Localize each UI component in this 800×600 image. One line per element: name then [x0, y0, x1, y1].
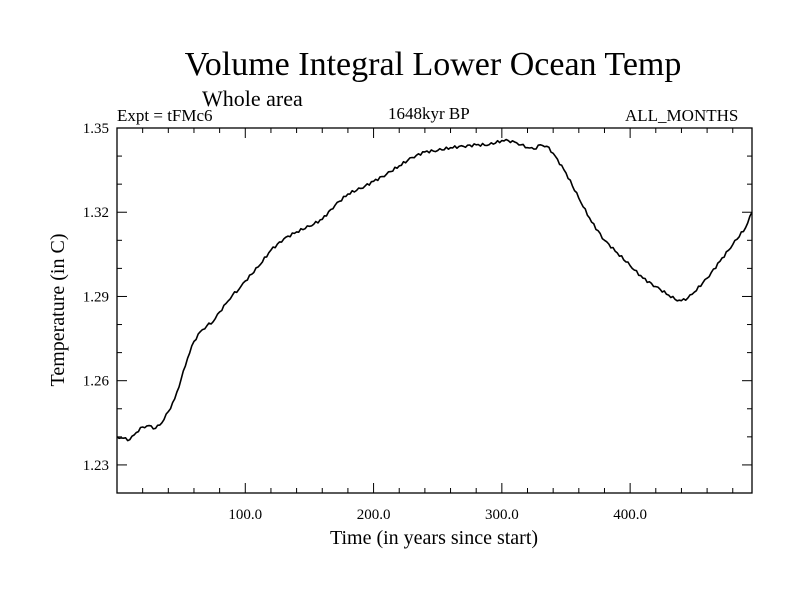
experiment-label: Expt = tFMc6 — [117, 106, 213, 125]
x-tick-label: 100.0 — [228, 507, 262, 523]
chart-subtitle: Whole area — [202, 86, 303, 111]
chart-title: Volume Integral Lower Ocean Temp — [184, 46, 682, 83]
y-axis-title: Temperature (in C) — [47, 234, 69, 387]
y-tick-label: 1.35 — [83, 121, 109, 137]
y-tick-label: 1.32 — [83, 205, 109, 221]
period-label: 1648kyr BP — [388, 104, 470, 123]
y-tick-label: 1.26 — [83, 374, 110, 390]
x-tick-label: 300.0 — [485, 507, 519, 523]
x-axis-title: Time (in years since start) — [330, 527, 538, 549]
x-tick-label: 400.0 — [613, 507, 647, 523]
axis-tick-labels: 1.23 1.26 1.29 1.32 1.35 100.0 200.0 300.0 400.0 — [83, 121, 647, 523]
y-tick-label: 1.29 — [83, 289, 109, 305]
plot-frame — [116, 127, 753, 494]
x-tick-label: 200.0 — [357, 507, 391, 523]
y-tick-label: 1.23 — [83, 458, 109, 474]
months-label: ALL_MONTHS — [625, 106, 739, 125]
series-line-temperature — [116, 138, 753, 442]
axis-ticks — [117, 127, 752, 494]
